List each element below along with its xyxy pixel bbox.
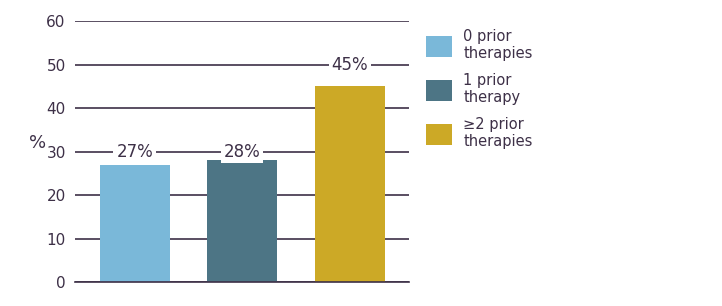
Text: 45%: 45% — [331, 55, 368, 73]
Bar — [315, 86, 385, 282]
Text: 28%: 28% — [224, 143, 261, 161]
Bar — [100, 165, 170, 282]
Y-axis label: %: % — [30, 133, 46, 151]
Text: 27%: 27% — [116, 143, 153, 161]
Bar — [207, 160, 277, 282]
Legend: 0 prior
therapies, 1 prior
therapy, ≥2 prior
therapies: 0 prior therapies, 1 prior therapy, ≥2 p… — [419, 23, 539, 155]
